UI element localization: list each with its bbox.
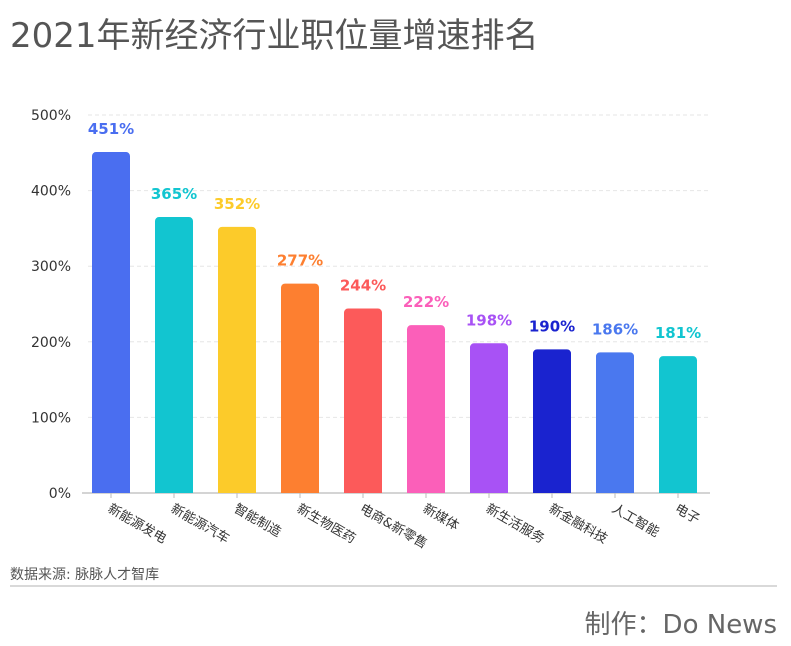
data-label: 190% (529, 317, 575, 335)
y-tick-label: 400% (31, 184, 71, 200)
x-tick-label: 电子 (672, 501, 702, 527)
bar (344, 308, 382, 493)
bar-base (659, 487, 697, 493)
y-tick-label: 500% (31, 108, 71, 124)
data-label: 222% (403, 293, 449, 311)
bar (155, 217, 193, 493)
bar-base (407, 487, 445, 493)
data-label: 244% (340, 277, 386, 295)
page-title: 2021年新经济行业职位量增速排名 (10, 16, 539, 56)
x-tick-label: 电商&新零售 (357, 501, 430, 552)
divider (10, 585, 777, 587)
bar (659, 356, 697, 493)
y-tick-label: 0% (49, 486, 71, 502)
data-label: 365% (151, 185, 197, 203)
bar-base (218, 487, 256, 493)
x-tick-label: 新生活服务 (483, 501, 547, 547)
bar (281, 283, 319, 493)
bar (470, 343, 508, 493)
bar (407, 325, 445, 493)
y-tick-label: 200% (31, 335, 71, 351)
data-label: 451% (88, 120, 134, 138)
maker-credit: 制作：Do News (584, 610, 777, 640)
bar (596, 352, 634, 493)
bar-base (155, 487, 193, 493)
x-tick-label: 新能源发电 (105, 501, 169, 547)
x-tick-label: 新金融科技 (546, 501, 610, 547)
bar (218, 226, 256, 493)
bar (92, 152, 130, 493)
x-tick-label: 人工智能 (609, 501, 662, 540)
x-tick-label: 新能源汽车 (168, 501, 232, 547)
x-tick-label: 新生物医药 (294, 501, 358, 547)
x-tick-label: 新媒体 (420, 501, 462, 534)
data-label: 186% (592, 320, 638, 338)
bar-base (92, 487, 130, 493)
bar-base (596, 487, 634, 493)
bar-base (281, 487, 319, 493)
y-tick-label: 100% (31, 410, 71, 426)
bar-base (533, 487, 571, 493)
data-label: 352% (214, 195, 260, 213)
y-tick-label: 300% (31, 259, 71, 275)
data-label: 181% (655, 324, 701, 342)
data-label: 277% (277, 252, 323, 270)
data-source: 数据来源: 脉脉人才智库 (10, 567, 160, 583)
data-label: 198% (466, 311, 512, 329)
x-tick-label: 智能制造 (231, 501, 284, 540)
bar-base (344, 487, 382, 493)
bar-chart: 0% 100% 200% 300% 400% 500% 451% 新能源发电 365% 新能源汽车… (31, 108, 710, 552)
bar (533, 349, 571, 493)
bar-base (470, 487, 508, 493)
